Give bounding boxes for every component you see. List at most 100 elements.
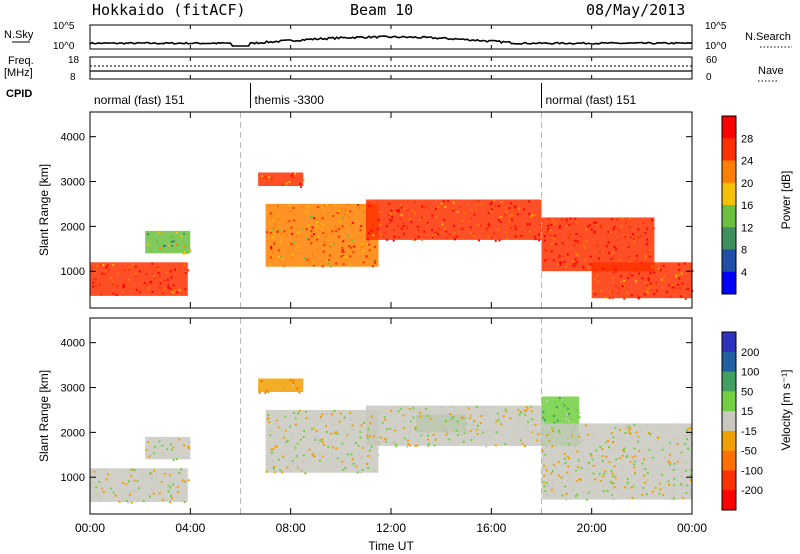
echo-speck [592,464,595,467]
echo-speck [613,226,616,229]
echo-speck [612,256,615,259]
echo-speck [632,473,635,476]
echo-speck [315,436,318,438]
echo-speck [417,409,420,412]
echo-speck [273,422,276,425]
echo-speck [107,473,109,476]
echo-speck [509,226,512,229]
echo-speck [578,416,581,419]
echo-speck [302,460,305,463]
echo-speck [462,416,465,419]
echo-speck [657,450,660,453]
echo-speck [635,254,638,257]
echo-speck [270,448,273,451]
echo-speck [652,490,654,493]
echo-speck [623,279,625,282]
echo-speck [328,204,331,207]
echo-speck [672,484,675,487]
echo-speck [105,269,108,272]
echo-speck [344,209,347,212]
echo-speck [326,233,328,236]
echo-speck [582,491,585,494]
echo-speck [317,235,320,238]
echo-speck [395,443,398,446]
colorbar-segment [722,450,736,471]
echo-speck [626,481,629,484]
echo-speck [348,245,351,248]
echo-speck [487,212,490,215]
echo-speck [330,463,333,466]
echo-speck [556,419,559,422]
echo-speck [594,478,597,481]
echo-speck [166,278,169,281]
echo-speck [490,236,493,239]
echo-speck [438,417,441,420]
echo-speck [637,435,640,438]
echo-speck [452,201,455,204]
echo-speck [341,250,344,253]
colorbar-segment [722,227,736,250]
freq-label: Freq. [8,55,34,67]
echo-speck [637,440,640,443]
echo-speck [680,475,683,478]
echo-speck [567,236,570,239]
colorbar-segment [722,371,736,392]
echo-speck [563,453,566,455]
echo-speck [584,259,587,262]
echo-speck [647,287,650,290]
echo-speck [534,238,537,241]
echo-speck [393,440,396,443]
echo-speck [358,455,361,458]
echo-speck [346,434,349,437]
echo-speck [173,289,176,292]
echo-speck [517,208,520,211]
echo-speck [294,423,297,426]
echo-speck [114,494,117,497]
echo-speck [654,486,657,489]
echo-speck [188,441,191,444]
echo-speck [470,208,473,211]
echo-speck [338,228,341,230]
echo-speck [380,233,383,236]
echo-speck [314,438,317,441]
echo-speck [565,498,568,501]
echo-speck [523,208,526,211]
echo-speck [486,430,489,433]
echo-speck [661,448,664,451]
colorbar-frame [721,331,737,511]
cpid-label: CPID [6,88,32,100]
echo-speck [657,436,660,439]
echo-speck [501,200,503,203]
echo-speck [343,213,346,216]
echo-speck [658,482,661,485]
echo-speck [393,211,396,214]
x-tick-label: 00:00 [677,521,707,535]
echo-speck [423,230,426,233]
echo-speck [310,453,313,456]
echo-speck [142,474,145,477]
echo-speck [417,419,420,421]
station-title: Hokkaido (fitACF) [92,1,246,19]
echo-speck [336,211,339,214]
echo-speck [170,235,173,238]
colorbar-segment [722,351,736,373]
echo-speck [272,219,275,222]
echo-speck [282,455,284,458]
echo-speck [277,214,280,217]
echo-speck [510,218,513,221]
echo-speck [546,493,549,496]
echo-speck [400,213,403,216]
echo-speck [100,293,103,296]
colorbar-tick-label: 8 [741,245,747,257]
echo-speck [136,499,139,502]
echo-speck [258,389,261,392]
echo-speck [361,468,364,471]
echo-speck [607,230,610,233]
echo-speck [653,271,655,274]
echo-speck [662,265,665,267]
echo-speck [608,251,611,254]
echo-speck [350,416,353,419]
echo-speck [418,218,421,221]
echo-speck [276,218,279,221]
echo-speck [611,251,614,254]
